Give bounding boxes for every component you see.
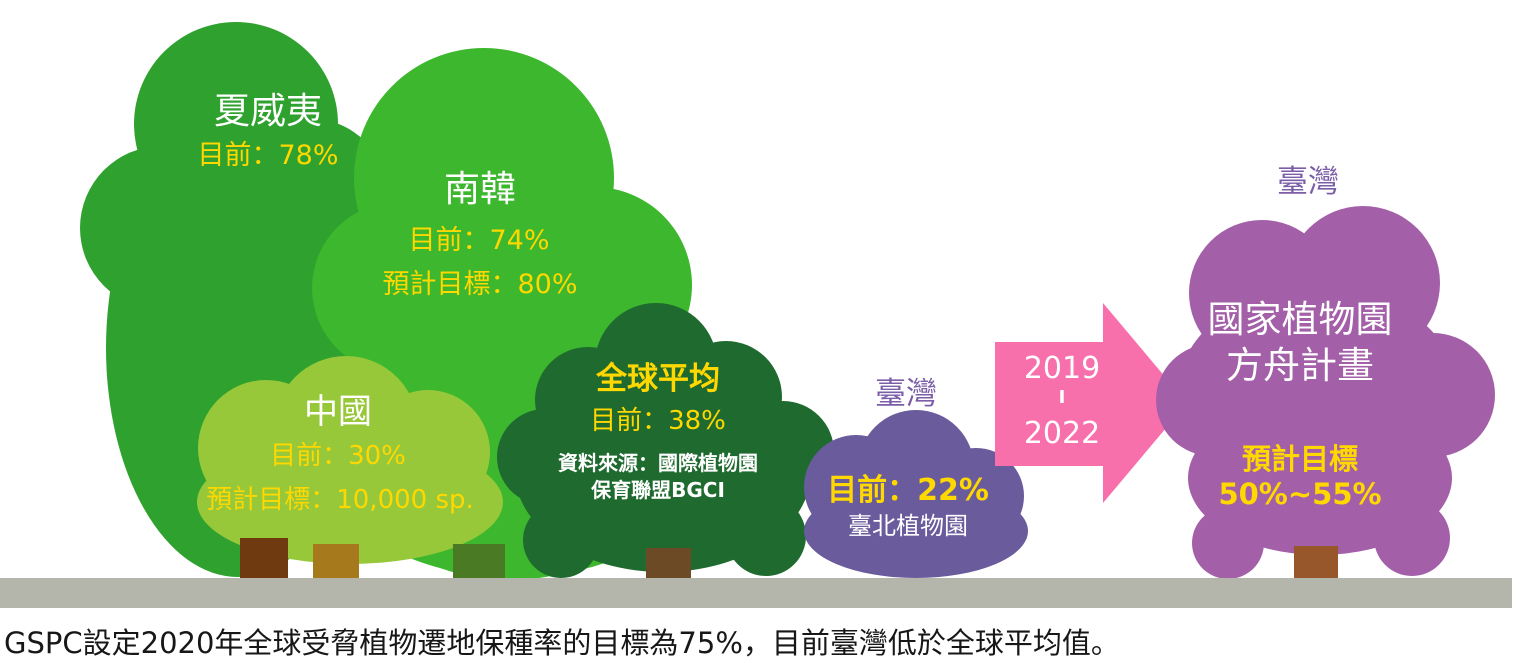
arrow-right-icon <box>995 303 1187 503</box>
bush-china <box>197 356 503 564</box>
trunk-taiwan-future <box>1294 546 1338 582</box>
korea-target: 預計目標：80% <box>382 269 578 300</box>
china-current: 目前：30% <box>270 441 406 471</box>
taiwan-future-target-label: 預計目標 <box>1241 442 1359 476</box>
footnote-caption: GSPC設定2020年全球受脅植物遷地保種率的目標為75%，目前臺灣低於全球平均… <box>4 626 1120 660</box>
arrow-dash: I <box>1058 387 1066 408</box>
arrow-year-from: 2019 <box>1023 351 1101 386</box>
global-current: 目前：38% <box>590 406 726 436</box>
hawaii-name: 夏威夷 <box>213 91 323 132</box>
trunk-hawaii <box>240 538 288 582</box>
taiwan-now-name: 臺灣 <box>875 376 937 412</box>
taiwan-now-current: 目前：22% <box>827 473 989 508</box>
arrow-year-to: 2022 <box>1023 416 1101 451</box>
taiwan-future-program-line2: 方舟計畫 <box>1226 344 1374 387</box>
china-name: 中國 <box>304 392 372 432</box>
global-source-line2: 保育聯盟BGCI <box>591 478 725 502</box>
china-target: 預計目標：10,000 sp. <box>206 485 474 515</box>
korea-current: 目前：74% <box>408 225 550 256</box>
taiwan-future-target-value: 50%~55% <box>1218 477 1382 511</box>
trunk-china <box>313 544 359 582</box>
taiwan-future-program-line1: 國家植物園 <box>1207 298 1393 341</box>
global-source-line1: 資料來源：國際植物園 <box>558 451 758 475</box>
tree-taiwan-future <box>1156 206 1495 579</box>
bush-taiwan-current <box>804 410 1028 578</box>
global-name: 全球平均 <box>596 361 720 397</box>
taiwan-now-site: 臺北植物園 <box>848 512 968 540</box>
trunk-south-korea <box>453 544 505 582</box>
hawaii-current: 目前：78% <box>197 140 339 171</box>
korea-name: 南韓 <box>443 169 517 210</box>
taiwan-future-name: 臺灣 <box>1277 164 1339 200</box>
ground-bar <box>0 578 1512 608</box>
trunk-global-average <box>646 548 691 582</box>
